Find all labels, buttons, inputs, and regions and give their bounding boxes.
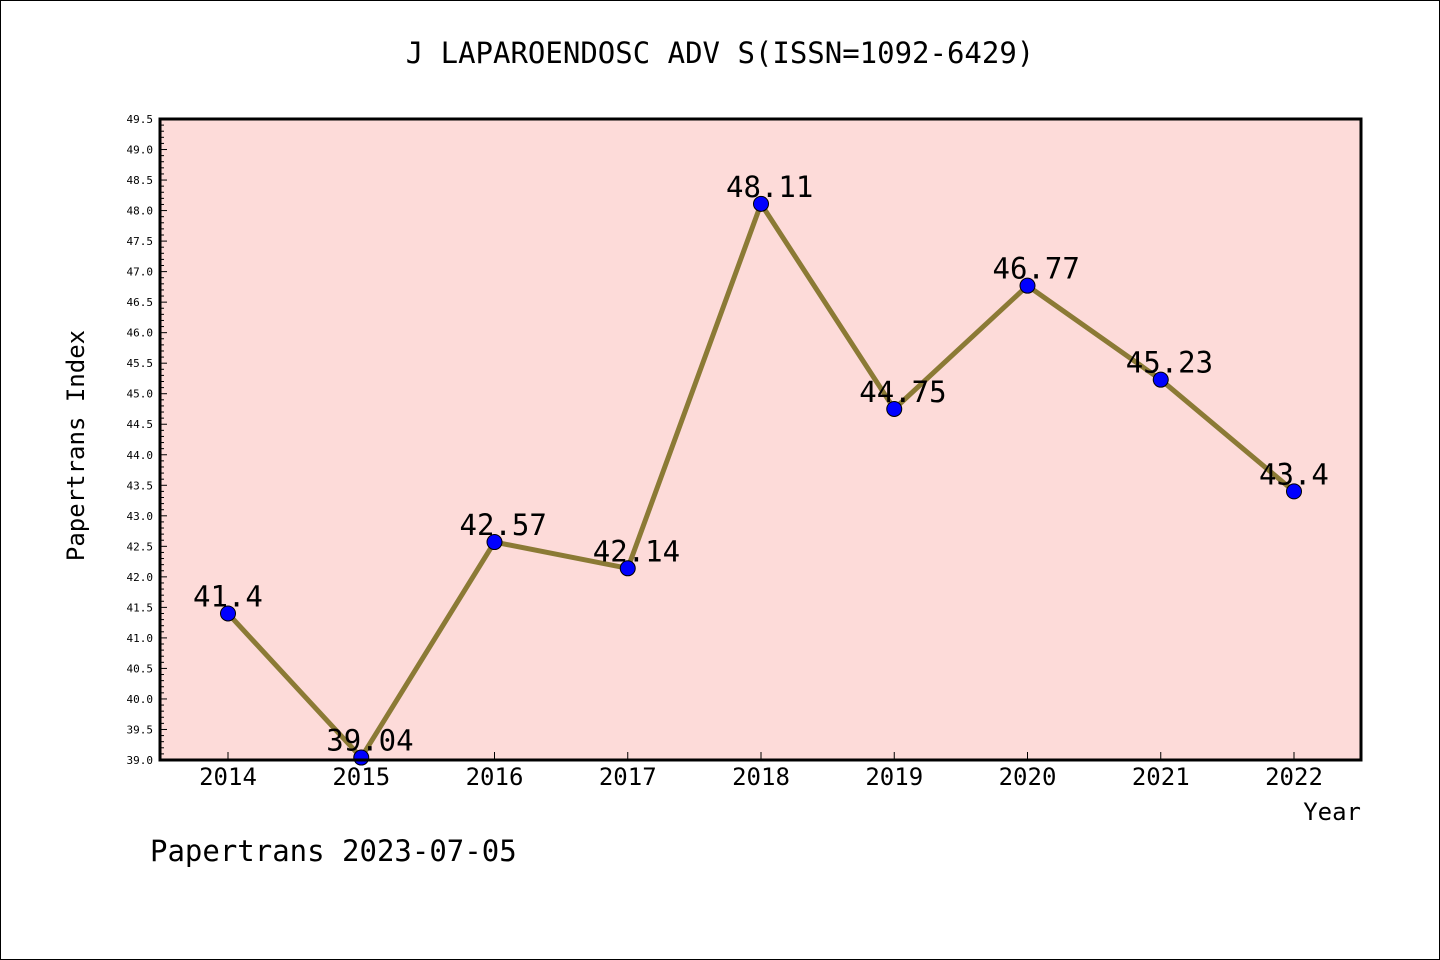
x-tick-label: 2017 bbox=[599, 763, 657, 791]
y-tick-label: 44.0 bbox=[127, 449, 154, 462]
y-tick-label: 41.0 bbox=[127, 632, 154, 645]
data-label: 43.4 bbox=[1259, 457, 1329, 491]
y-tick-label: 40.5 bbox=[127, 662, 154, 675]
data-label: 41.4 bbox=[193, 579, 263, 613]
data-point bbox=[220, 605, 236, 622]
data-label: 42.57 bbox=[460, 508, 547, 542]
y-tick-label: 45.0 bbox=[127, 388, 154, 401]
x-tick-label: 2021 bbox=[1132, 763, 1190, 791]
y-tick-label: 44.5 bbox=[127, 418, 154, 431]
x-tick-label: 2014 bbox=[199, 763, 257, 791]
y-tick-label: 39.5 bbox=[127, 723, 154, 736]
x-tick-label: 2016 bbox=[466, 763, 524, 791]
y-tick-label: 41.5 bbox=[127, 601, 154, 614]
data-label: 39.04 bbox=[326, 724, 413, 758]
y-tick-label: 47.5 bbox=[127, 235, 154, 248]
x-axis-label: Year bbox=[1303, 798, 1361, 826]
y-tick-label: 43.0 bbox=[127, 510, 154, 523]
data-point bbox=[886, 400, 903, 417]
data-label: 42.14 bbox=[593, 534, 680, 568]
data-point bbox=[619, 560, 636, 577]
y-tick-label: 43.5 bbox=[127, 479, 154, 492]
x-tick-label: 2018 bbox=[732, 763, 790, 791]
data-point bbox=[1152, 371, 1169, 388]
data-point bbox=[486, 534, 503, 551]
y-tick-label: 39.0 bbox=[127, 754, 154, 767]
data-label: 46.77 bbox=[993, 252, 1080, 286]
footer-date-stamp: Papertrans 2023-07-05 bbox=[150, 834, 517, 868]
data-point bbox=[1019, 277, 1036, 294]
y-tick-label: 46.0 bbox=[127, 327, 154, 340]
x-tick-label: 2022 bbox=[1265, 763, 1323, 791]
y-tick-label: 48.0 bbox=[127, 205, 154, 218]
data-label: 44.75 bbox=[859, 375, 946, 409]
y-tick-label: 45.5 bbox=[127, 357, 154, 370]
data-label: 45.23 bbox=[1126, 346, 1213, 380]
y-tick-label: 46.5 bbox=[127, 296, 154, 309]
x-tick-label: 2020 bbox=[999, 763, 1057, 791]
y-tick-label: 49.5 bbox=[127, 113, 154, 126]
y-tick-label: 42.0 bbox=[127, 571, 154, 584]
y-tick-label: 42.5 bbox=[127, 540, 154, 553]
data-label: 48.11 bbox=[726, 170, 813, 204]
y-axis-label: Papertrans Index bbox=[62, 330, 90, 561]
data-point bbox=[753, 195, 769, 212]
data-point bbox=[1286, 483, 1302, 500]
y-tick-label: 40.0 bbox=[127, 693, 154, 706]
chart-title: J LAPAROENDOSC ADV S(ISSN=1092-6429) bbox=[405, 36, 1035, 70]
y-tick-label: 49.0 bbox=[127, 144, 154, 157]
y-tick-label: 47.0 bbox=[127, 266, 154, 279]
x-tick-label: 2019 bbox=[865, 763, 923, 791]
plot-area bbox=[160, 119, 1361, 760]
plot-border bbox=[158, 117, 1363, 762]
y-tick-label: 48.5 bbox=[127, 174, 154, 187]
x-tick-label: 2015 bbox=[332, 763, 390, 791]
